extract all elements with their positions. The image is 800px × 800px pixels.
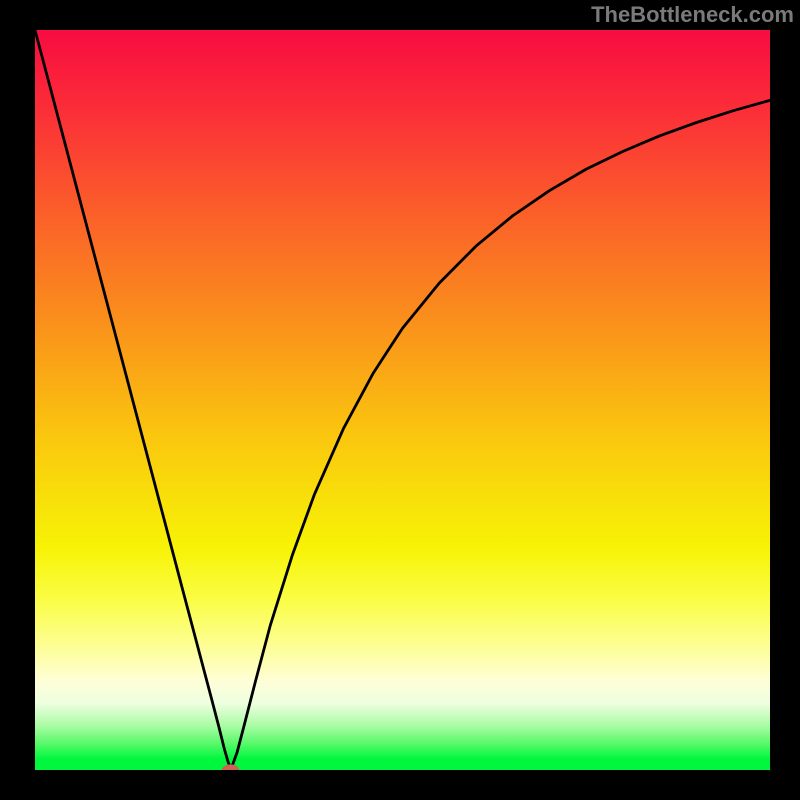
chart-container: TheBottleneck.com <box>0 0 800 800</box>
watermark-text: TheBottleneck.com <box>591 2 794 28</box>
chart-background <box>35 30 770 770</box>
bottleneck-chart <box>35 30 770 770</box>
